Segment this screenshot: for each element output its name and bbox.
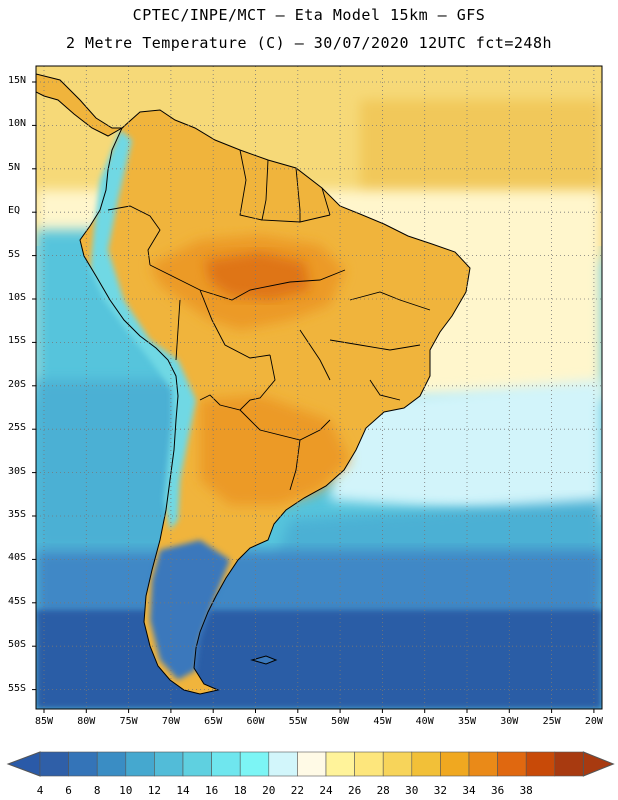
- latitude-label: 50S: [8, 639, 27, 651]
- colorbar-label: 26: [347, 784, 362, 797]
- colorbar-label: 8: [93, 784, 101, 797]
- colorbar-swatch: [68, 751, 98, 777]
- latitude-label: 40S: [8, 552, 27, 564]
- colorbar-swatch: [211, 751, 241, 777]
- colorbar-label: 24: [319, 784, 333, 797]
- central-america-coastline: [36, 73, 124, 137]
- map-title-line1: CPTEC/INPE/MCT – Eta Model 15km – GFS: [132, 6, 486, 24]
- colorbar-swatch: [154, 751, 184, 777]
- colorbar-swatch: [268, 751, 298, 777]
- colorbar-label: 4: [36, 784, 44, 797]
- colorbar-label: 6: [65, 784, 72, 797]
- latitude-label: EQ: [8, 205, 21, 217]
- colorbar-swatch: [39, 751, 69, 777]
- map-frame: [35, 65, 603, 710]
- longitude-label: 35W: [457, 716, 477, 727]
- colorbar-swatch: [297, 751, 327, 777]
- colorbar-label: 16: [204, 784, 219, 797]
- south-warm-region: [200, 395, 350, 505]
- longitude-label: 85W: [34, 716, 54, 727]
- colorbar-label: 34: [462, 784, 476, 797]
- colorbar-label: 30: [405, 784, 419, 797]
- ocean-warm-band: [330, 380, 602, 520]
- colorbar-swatch: [96, 751, 127, 777]
- andes-cool-region: [90, 130, 196, 530]
- latitude-label: 5N: [8, 161, 21, 173]
- latitude-label: 15N: [8, 75, 27, 86]
- pacific-mid-band: [36, 380, 186, 550]
- map-title-line2: 2 Metre Temperature (C) – 30/07/2020 12U…: [65, 34, 553, 52]
- latitude-label: 25S: [8, 422, 27, 434]
- colorbar-swatch: [239, 751, 270, 777]
- coastline: [79, 109, 471, 695]
- colorbar-label: 18: [233, 784, 247, 797]
- ocean-cold-band: [36, 610, 602, 709]
- longitude-label: 65W: [204, 716, 223, 727]
- colorbar-swatch: [468, 751, 498, 777]
- longitude-label: 55W: [288, 716, 307, 727]
- longitude-label: 75W: [119, 716, 138, 727]
- colorbar-swatch: [525, 751, 556, 777]
- latitude-label: 45S: [8, 595, 27, 607]
- longitude-label: 45W: [373, 716, 392, 727]
- longitude-label: 20W: [584, 716, 603, 727]
- latitude-label: 10S: [8, 292, 27, 303]
- latitude-label: 15S: [8, 335, 27, 347]
- central-america-land: [36, 74, 122, 136]
- colorbar-swatch: [182, 751, 212, 777]
- colorbar-under-arrow: [6, 751, 41, 777]
- colorbar-swatch: [325, 751, 355, 777]
- colorbar-swatch: [497, 751, 527, 777]
- colorbar-label: 28: [376, 784, 390, 797]
- latitude-label: 55S: [8, 682, 27, 694]
- colorbar-label: 22: [290, 784, 305, 797]
- latitude-label: 10N: [8, 118, 27, 130]
- temperature-colorbar: [6, 751, 615, 777]
- falkland-islands: [250, 655, 278, 665]
- colorbar-swatch: [554, 751, 584, 777]
- longitude-label: 60W: [246, 716, 265, 727]
- latitude-label: 5S: [8, 248, 21, 260]
- colorbar-over-arrow: [582, 751, 615, 777]
- latitude-label: 30S: [8, 465, 27, 477]
- patagonia-cold-region: [150, 540, 230, 680]
- colorbar-label: 12: [147, 784, 162, 797]
- axis-ticks: [32, 81, 595, 713]
- map-plot-area: [36, 66, 602, 709]
- longitude-label: 50W: [331, 716, 350, 727]
- colorbar-label: 32: [433, 784, 448, 797]
- longitude-label: 40W: [415, 716, 434, 727]
- amazon-very-hot-region: [205, 252, 310, 300]
- colorbar-swatch: [440, 751, 470, 777]
- colorbar-swatch: [411, 751, 441, 777]
- colorbar-label: 38: [519, 784, 533, 797]
- ocean-cool-band: [36, 550, 602, 620]
- colorbar-label: 20: [262, 784, 276, 797]
- colorbar-swatch: [382, 751, 413, 777]
- longitude-label: 70W: [161, 716, 180, 727]
- colorbar-swatch: [125, 751, 155, 777]
- longitude-label: 25W: [542, 716, 561, 727]
- latitude-label: 35S: [8, 509, 27, 520]
- latitude-label: 20S: [8, 378, 27, 390]
- colorbar-swatch: [354, 751, 384, 777]
- longitude-label: 30W: [500, 716, 519, 727]
- colorbar-label: 36: [490, 784, 505, 797]
- colorbar-label: 14: [176, 784, 190, 797]
- colorbar-label: 10: [119, 784, 133, 797]
- longitude-label: 80W: [77, 716, 96, 727]
